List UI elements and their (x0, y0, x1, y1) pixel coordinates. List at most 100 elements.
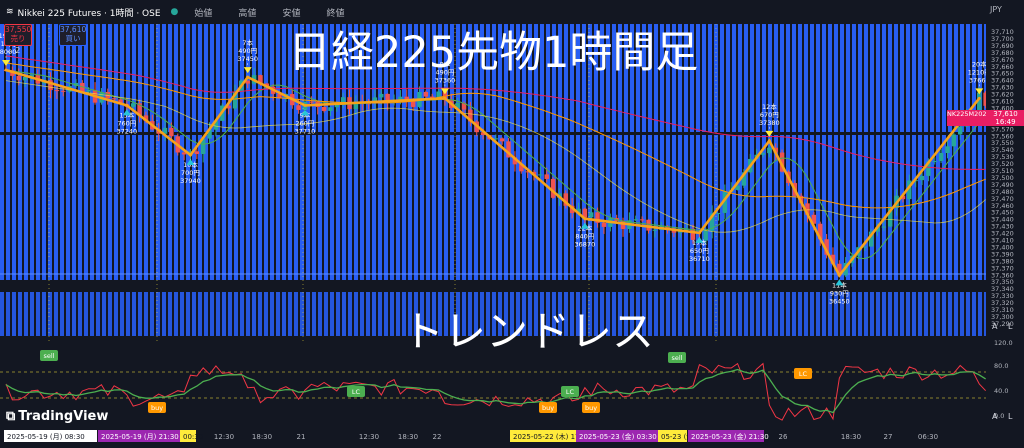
auto-scale-button[interactable]: A (992, 322, 998, 331)
annotation-text: 840円 (575, 233, 594, 241)
candle-body (436, 91, 441, 99)
band-stripe-lower (168, 292, 172, 336)
buy-button[interactable]: 37,610 買い (59, 24, 87, 46)
candle-body (162, 127, 168, 134)
candle-body (245, 80, 250, 84)
log-scale-button[interactable]: L (1008, 322, 1013, 331)
annotation-text: 1210円 (968, 68, 991, 76)
band-stripe (564, 24, 568, 280)
band-stripe-lower (312, 292, 316, 336)
band-stripe (132, 24, 136, 280)
band-stripe (114, 24, 118, 280)
overlay-title: 日経225先物1時間足 (288, 28, 699, 78)
current-price-value: 37,610 (993, 110, 1018, 118)
band-stripe (492, 24, 496, 280)
band-stripe-lower (36, 292, 40, 336)
indicator-count[interactable]: ⌄ 2 (6, 46, 21, 55)
band-stripe-lower (918, 292, 922, 336)
band-stripe (762, 24, 766, 280)
band-stripe-lower (750, 292, 754, 336)
band-stripe (600, 24, 604, 280)
log-scale-button-2[interactable]: L (1008, 412, 1013, 421)
candle-body (779, 152, 785, 172)
band-stripe-lower (630, 292, 634, 336)
time-highlight-label: 2025-05-22 (木) 17 (513, 432, 580, 441)
band-stripe-lower (618, 292, 622, 336)
candle-body (722, 191, 728, 213)
band-stripe (792, 24, 796, 280)
price-tick-label: 37,390 (991, 250, 1014, 258)
band-stripe (702, 24, 706, 280)
ma-short-line (5, 69, 987, 260)
band-stripe-lower (756, 292, 760, 336)
band-stripe-lower (966, 292, 970, 336)
band-stripe-lower (720, 292, 724, 336)
band-stripe (282, 24, 286, 280)
band-stripe-lower (534, 292, 538, 336)
candle-body (620, 220, 626, 230)
annotation-text: 700円 (181, 169, 200, 177)
candle-body (709, 213, 715, 231)
band-stripe-lower (528, 292, 532, 336)
band-stripe (144, 24, 148, 280)
time-highlight-box (510, 430, 576, 442)
price-tick-label: 37,290 (991, 320, 1014, 328)
signal-tag-lc (347, 386, 365, 397)
price-tick-label: 37,490 (991, 181, 1014, 189)
band-stripe (630, 24, 634, 280)
candle-body (340, 97, 346, 105)
band-stripe (648, 24, 652, 280)
band-stripe (60, 24, 64, 280)
sell-button[interactable]: 37,550 売り (4, 24, 32, 46)
band-stripe (816, 24, 820, 280)
tradingview-logo[interactable]: ⧉ TradingView (6, 409, 108, 424)
price-tick-label: 37,630 (991, 84, 1014, 92)
band-stripe-lower (288, 292, 292, 336)
buy-triangle (835, 279, 844, 286)
band-stripe-lower (264, 292, 268, 336)
candle-body (652, 229, 658, 231)
symbol-title[interactable]: Nikkei 225 Futures · 1時間 · OSE (17, 8, 161, 19)
zigzag-pivot (837, 273, 841, 277)
band-stripe-lower (954, 292, 958, 336)
auto-scale-button-2[interactable]: A (992, 412, 998, 421)
band-stripe (582, 24, 586, 280)
eye-icon[interactable]: ● (170, 7, 179, 17)
candle-body (525, 171, 530, 173)
band-stripe (312, 24, 316, 280)
band-stripe-lower (462, 292, 466, 336)
price-tick-label: 37,650 (991, 70, 1014, 78)
band-stripe (708, 24, 712, 280)
band-stripe-lower (342, 292, 346, 336)
time-tick-label: 12:30 (359, 433, 379, 441)
band-stripe-lower (744, 292, 748, 336)
band-stripe (468, 24, 472, 280)
candle-body (735, 185, 740, 190)
band-stripe (786, 24, 790, 280)
signal-label: sell (44, 352, 55, 360)
band-stripe-lower (318, 292, 322, 336)
band-stripe (498, 24, 502, 280)
time-highlight-box (98, 430, 180, 442)
candle-body (881, 226, 887, 228)
band-stripe-lower (348, 292, 352, 336)
price-tick-label: 37,700 (991, 35, 1014, 43)
time-tick-label: 18:30 (841, 433, 861, 441)
band-stripe-lower (384, 292, 388, 336)
current-price-tag: NK225M2025 (947, 110, 991, 126)
band-stripe (744, 24, 748, 280)
band-stripe-lower (198, 292, 202, 336)
annotation-text: 37380 (759, 119, 780, 127)
band-stripe-lower (276, 292, 280, 336)
band-stripe-lower (948, 292, 952, 336)
band-stripe-lower (180, 292, 184, 336)
zigzag-pivot (583, 217, 587, 221)
band-stripe-lower (48, 292, 52, 336)
band-stripe-lower (876, 292, 880, 336)
band-stripe (366, 24, 370, 280)
band-stripe (864, 24, 868, 280)
band-stripe-lower (822, 292, 826, 336)
time-tick-label: 22 (433, 433, 442, 441)
band-stripe (534, 24, 538, 280)
oscillator-tick-label: 40.0 (994, 387, 1008, 395)
